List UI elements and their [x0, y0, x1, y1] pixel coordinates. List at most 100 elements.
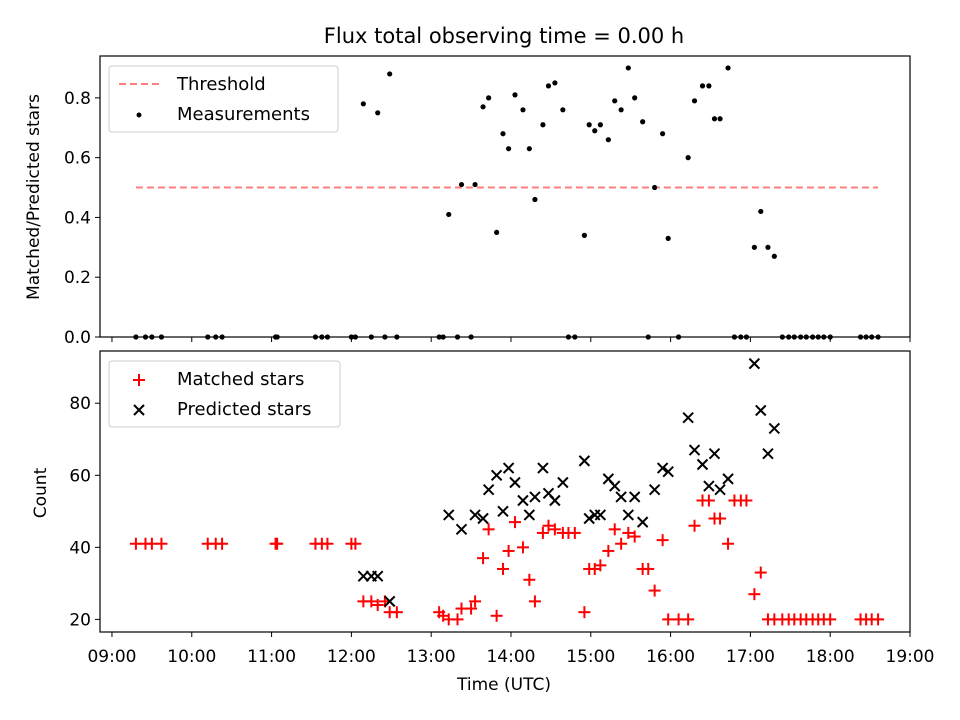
- matched-star-point: [371, 598, 384, 611]
- top-legend: Threshold Measurements: [108, 65, 339, 133]
- predicted-star-point: [529, 491, 541, 503]
- bottom-y-tick-label: 40: [69, 538, 91, 558]
- matched-star-point: [482, 523, 495, 536]
- bottom-legend: Matched stars Predicted stars: [108, 360, 341, 428]
- legend-matched-label: Matched stars: [177, 369, 304, 390]
- predicted-star-point: [523, 509, 536, 521]
- bottom-axes-frame: [99, 350, 911, 633]
- matched-star-point: [714, 512, 727, 525]
- chart-title: Flux total observing time = 0.00 h: [324, 24, 684, 48]
- measurement-point: [699, 83, 706, 89]
- x-axis-label: Time (UTC): [456, 675, 551, 695]
- x-tick-label: 15:00: [566, 647, 615, 667]
- measurement-point: [758, 208, 764, 215]
- top-y-tick-label: 0.0: [64, 328, 91, 348]
- matched-star-point: [502, 544, 515, 557]
- top-y-tick-label: 0.6: [64, 149, 91, 169]
- x-tick-label: 12:00: [327, 647, 376, 667]
- matched-star-point: [271, 537, 284, 550]
- predicted-star-point: [768, 422, 781, 435]
- top-y-tick-label: 0.2: [64, 268, 91, 288]
- measurement-point: [586, 122, 592, 128]
- measurement-point: [472, 181, 478, 188]
- measurement-point: [532, 196, 538, 203]
- matched-star-point: [628, 530, 641, 543]
- matched-star-point: [365, 595, 378, 608]
- predicted-star-point: [762, 447, 774, 460]
- matched-star-point: [622, 526, 635, 539]
- top-y-tick-label: 0.4: [64, 208, 91, 228]
- measurement-point: [765, 244, 771, 250]
- matched-star-point: [155, 537, 168, 550]
- x-tick-label: 11:00: [247, 647, 296, 667]
- x-tick-label: 17:00: [726, 647, 775, 667]
- x-tick-label: 18:00: [806, 647, 855, 667]
- bottom-plot-area: [129, 357, 885, 626]
- bottom-y-axis-label: Count: [31, 467, 51, 518]
- bottom-y-tick-label: 80: [69, 394, 91, 414]
- predicted-star-point: [703, 480, 715, 492]
- matched-star-point: [568, 526, 581, 539]
- predicted-star-point: [722, 473, 734, 485]
- top-axes-frame: [99, 55, 911, 338]
- matched-star-point: [536, 526, 549, 539]
- measurement-point: [605, 137, 611, 143]
- measurement-point: [725, 65, 731, 71]
- predicted-star-point: [578, 455, 591, 467]
- predicted-star-point: [482, 483, 495, 496]
- measurement-point: [581, 232, 588, 238]
- measurement-point: [512, 92, 518, 98]
- measurement-point: [540, 122, 546, 128]
- matched-star-point: [702, 494, 715, 507]
- matched-star-point: [740, 494, 753, 507]
- measurement-point: [652, 184, 658, 191]
- measurement-point: [612, 98, 618, 104]
- predicted-star-point: [490, 469, 503, 481]
- measurement-point: [771, 253, 777, 259]
- predicted-star-point: [469, 509, 481, 521]
- matched-star-point: [490, 609, 503, 622]
- measurement-point: [375, 110, 381, 116]
- predicted-star-point: [509, 476, 521, 489]
- measurement-point: [597, 122, 603, 128]
- predicted-star-point: [748, 357, 761, 370]
- predicted-star-point: [628, 491, 641, 503]
- predicted-star-point: [583, 512, 595, 525]
- measurement-point: [494, 229, 500, 235]
- measurement-point: [500, 131, 506, 137]
- matched-star-point: [656, 534, 669, 547]
- matched-star-point: [662, 613, 675, 626]
- measurement-point: [387, 71, 393, 77]
- predicted-star-point: [648, 483, 661, 496]
- predicted-star-point: [477, 512, 489, 525]
- predicted-star-point: [656, 462, 669, 474]
- predicted-star-point: [609, 480, 621, 492]
- measurement-point: [685, 155, 691, 161]
- measurement-point: [480, 104, 486, 110]
- predicted-star-point: [636, 516, 649, 528]
- measurement-point: [560, 107, 566, 113]
- predicted-star-point: [549, 494, 561, 507]
- measurement-point: [640, 119, 646, 125]
- predicted-star-point: [455, 523, 468, 536]
- matched-star-point: [349, 537, 362, 550]
- matched-star-point: [602, 544, 615, 557]
- predicted-star-point: [557, 476, 569, 489]
- matched-star-point: [594, 559, 607, 572]
- measurement-point: [486, 95, 492, 101]
- measurement-point: [717, 116, 723, 122]
- matched-star-point: [682, 613, 695, 626]
- measurement-point: [665, 235, 671, 241]
- measurement-point: [552, 80, 558, 86]
- matched-star-point: [722, 537, 735, 550]
- bottom-y-tick-label: 20: [69, 610, 91, 630]
- top-y-axis-label: Matched/Predicted stars: [24, 94, 44, 300]
- measurement-point: [706, 83, 712, 89]
- matched-star-point: [516, 541, 529, 554]
- legend-measurements-swatch: [136, 112, 142, 118]
- predicted-star-point: [622, 509, 635, 521]
- matched-star-point: [465, 602, 478, 615]
- matched-star-point: [824, 613, 837, 626]
- predicted-star-point: [383, 595, 396, 608]
